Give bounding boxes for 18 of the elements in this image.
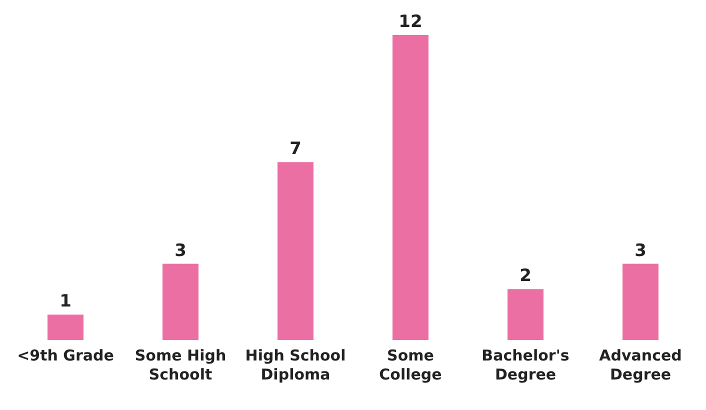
bar [278, 162, 314, 340]
data-label: 3 [174, 240, 186, 261]
x-tick-label: Bachelor's Degree [482, 346, 570, 384]
bar [392, 35, 428, 340]
bar [508, 289, 544, 340]
bar [622, 264, 658, 340]
x-tick-label: Some College [379, 346, 442, 384]
x-tick-label: <9th Grade [17, 346, 114, 364]
data-label: 12 [398, 12, 422, 32]
x-tick-label: High School Diploma [245, 346, 346, 384]
data-label: 7 [290, 139, 302, 160]
data-label: 3 [634, 240, 646, 261]
x-tick-label: Advanced Degree [599, 346, 682, 384]
data-label: 1 [60, 292, 72, 312]
bar [162, 264, 198, 340]
data-label: 2 [520, 266, 532, 286]
bar [48, 314, 84, 340]
x-tick-label: Some High Schoolt [134, 346, 226, 384]
